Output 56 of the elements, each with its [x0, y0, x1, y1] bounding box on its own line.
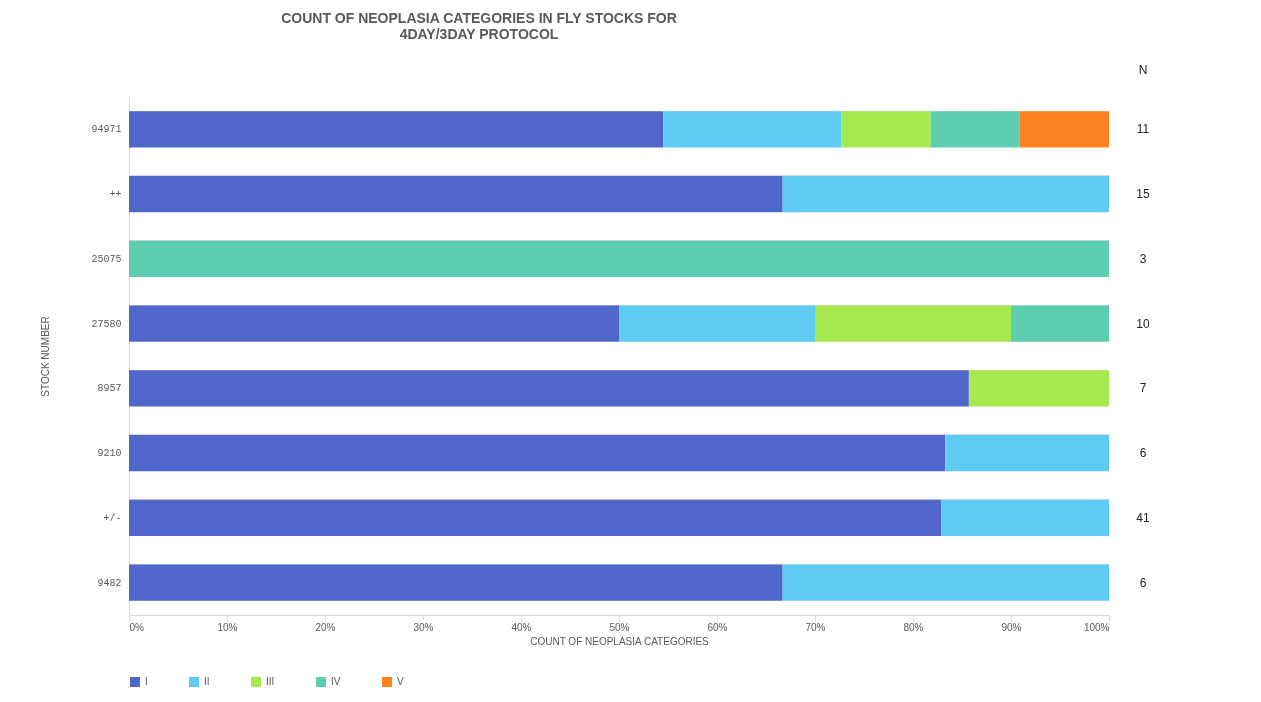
y-tick-label: +/- [103, 512, 122, 524]
x-tick-label: 0% [129, 621, 145, 633]
bar [930, 111, 1020, 148]
bar [945, 435, 1109, 472]
x-tick-label: 60% [707, 621, 728, 633]
y-tick-label: 9482 [97, 577, 122, 589]
legend-label: IV [331, 676, 341, 687]
text: 11 [1136, 122, 1150, 137]
text: 6 [1139, 446, 1147, 461]
bar [968, 370, 1109, 407]
y-axis-title: STOCK NUMBER [40, 316, 52, 397]
legend-label: I [145, 676, 148, 687]
y-tick-label: ++ [109, 189, 122, 201]
y-tick-label: 94971 [91, 124, 122, 136]
chart-title: COUNT OF NEOPLASIA CATEGORIES IN FLY STOCKS FOR 4DAY/3DAY PROTOCOL [281, 10, 677, 42]
y-tick-label: 27580 [91, 318, 122, 330]
y-tick-label: 25075 [91, 253, 122, 265]
bar [782, 564, 1109, 601]
text: 3 [1139, 251, 1147, 266]
x-tick-label: 20% [315, 621, 336, 633]
x-axis-title: COUNT OF NEOPLASIA CATEGORIES [530, 635, 710, 647]
bar [129, 176, 783, 213]
text: 15 [1136, 187, 1150, 202]
x-tick-label: 50% [609, 621, 630, 633]
legend-label: II [204, 676, 210, 687]
bar [129, 370, 969, 407]
bar [841, 111, 931, 148]
x-tick-label: 100% [1083, 621, 1110, 633]
text: 41 [1136, 510, 1150, 525]
bar [782, 176, 1109, 213]
bar [129, 111, 664, 148]
bar [663, 111, 842, 148]
bar [129, 305, 619, 342]
x-tick-label: 40% [511, 621, 532, 633]
legend-label: V [397, 676, 404, 687]
text: 7 [1139, 381, 1147, 396]
x-tick-label: 80% [903, 621, 924, 633]
bar [619, 305, 815, 342]
bar [815, 305, 1011, 342]
text: 6 [1139, 575, 1147, 590]
y-tick-label: 9210 [97, 448, 122, 460]
text: N [1138, 63, 1148, 77]
x-tick-label: 70% [805, 621, 826, 633]
text: 10 [1136, 316, 1150, 331]
legend-label: III [266, 676, 275, 687]
bar [129, 499, 942, 537]
bar [941, 499, 1109, 537]
bar [1011, 305, 1109, 342]
bar [129, 435, 946, 472]
x-tick-label: 10% [217, 621, 238, 633]
bar [129, 564, 783, 601]
x-tick-label: 30% [413, 621, 434, 633]
bar [129, 240, 1109, 278]
bar [1019, 111, 1109, 148]
x-tick-label: 90% [1001, 621, 1022, 633]
y-tick-label: 8957 [97, 383, 122, 395]
